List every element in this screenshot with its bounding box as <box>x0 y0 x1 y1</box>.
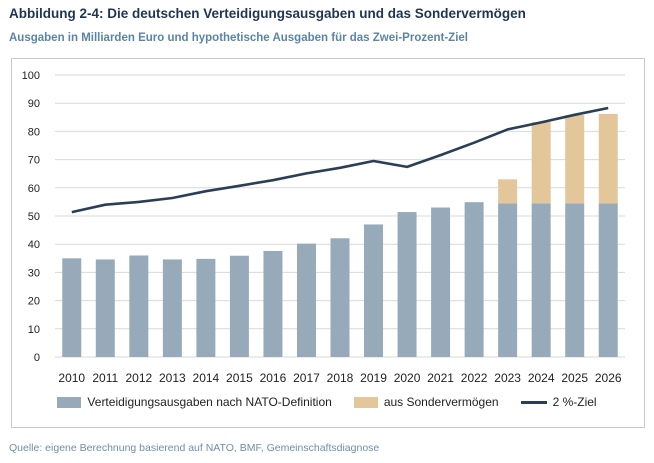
bar-nato <box>565 203 585 357</box>
bar-sondervermoegen <box>531 122 551 204</box>
x-tick-label: 2022 <box>461 371 488 385</box>
chart-frame <box>11 58 645 428</box>
bar-nato <box>62 258 82 357</box>
y-tick-label: 100 <box>22 70 40 82</box>
bar-nato <box>464 202 484 357</box>
legend-item-sondervermoegen: aus Sondervermögen <box>353 395 499 409</box>
bar-nato <box>531 203 551 357</box>
x-tick-label: 2018 <box>327 371 354 385</box>
figure-subtitle: Ausgaben in Milliarden Euro und hypothet… <box>9 32 468 44</box>
y-tick-label: 10 <box>28 324 40 336</box>
y-tick-label: 80 <box>28 126 40 138</box>
y-tick-label: 0 <box>34 352 40 364</box>
bar-sondervermoegen <box>565 115 585 204</box>
x-tick-label: 2015 <box>226 371 253 385</box>
x-tick-label: 2016 <box>260 371 287 385</box>
bar-sondervermoegen <box>498 179 518 204</box>
bar-nato <box>431 207 451 357</box>
x-tick-label: 2020 <box>394 371 421 385</box>
bar-nato <box>296 243 316 357</box>
y-tick-label: 40 <box>28 239 40 251</box>
chart-legend: Verteidigungsausgaben nach NATO-Definiti… <box>0 395 654 409</box>
bar-nato <box>196 258 216 357</box>
y-tick-label: 60 <box>28 183 40 195</box>
bar-nato <box>498 203 518 357</box>
bar-nato <box>364 224 384 357</box>
x-tick-label: 2014 <box>193 371 220 385</box>
x-tick-label: 2011 <box>92 371 118 385</box>
x-tick-label: 2012 <box>125 371 152 385</box>
y-tick-label: 90 <box>28 98 40 110</box>
x-tick-label: 2021 <box>427 371 454 385</box>
y-tick-label: 70 <box>28 155 40 167</box>
legend-swatch-ziel <box>520 400 547 404</box>
x-tick-label: 2023 <box>494 371 521 385</box>
y-tick-label: 20 <box>28 296 40 308</box>
x-tick-label: 2013 <box>159 371 186 385</box>
x-tick-label: 2026 <box>595 371 622 385</box>
x-tick-label: 2024 <box>528 371 555 385</box>
bar-nato <box>397 212 417 357</box>
bar-nato <box>162 259 182 357</box>
x-tick-label: 2017 <box>293 371 320 385</box>
bar-sondervermoegen <box>598 113 618 204</box>
bar-nato <box>263 250 283 357</box>
bar-nato <box>330 238 350 357</box>
legend-swatch-nato <box>57 396 82 408</box>
x-tick-label: 2010 <box>58 371 85 385</box>
bar-nato <box>129 255 149 357</box>
legend-label-ziel: 2 %-Ziel <box>552 395 597 409</box>
line-zwei-prozent-ziel <box>71 106 609 214</box>
figure-title: Abbildung 2-4: Die deutschen Verteidigun… <box>9 6 526 21</box>
legend-swatch-sondervermoegen <box>353 396 378 408</box>
source-note: Quelle: eigene Berechnung basierend auf … <box>9 442 380 454</box>
legend-label-sondervermoegen: aus Sondervermögen <box>383 395 499 409</box>
bar-nato <box>598 203 618 357</box>
y-tick-label: 50 <box>28 211 40 223</box>
bar-nato <box>95 259 115 357</box>
x-tick-label: 2019 <box>360 371 387 385</box>
legend-label-nato: Verteidigungsausgaben nach NATO-Definiti… <box>87 395 332 409</box>
bar-nato <box>229 255 249 357</box>
x-tick-label: 2025 <box>561 371 588 385</box>
legend-item-nato: Verteidigungsausgaben nach NATO-Definiti… <box>57 395 332 409</box>
y-tick-label: 30 <box>28 267 40 279</box>
legend-item-ziel: 2 %-Ziel <box>520 395 597 409</box>
